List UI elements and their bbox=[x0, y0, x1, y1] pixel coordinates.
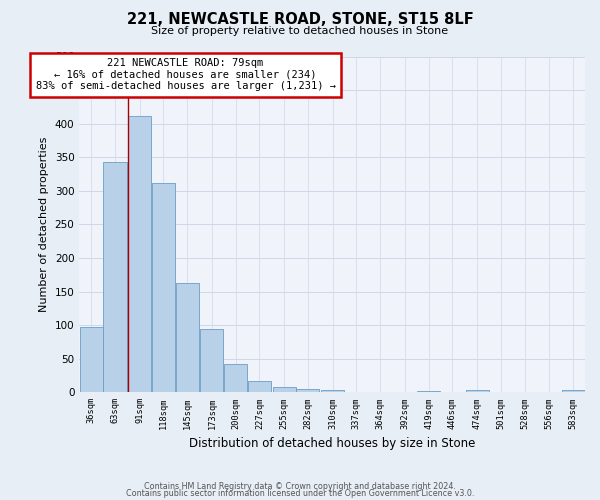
Text: 221, NEWCASTLE ROAD, STONE, ST15 8LF: 221, NEWCASTLE ROAD, STONE, ST15 8LF bbox=[127, 12, 473, 28]
Bar bbox=[321, 390, 344, 392]
Bar bbox=[562, 390, 584, 392]
Bar bbox=[128, 116, 151, 392]
Text: Size of property relative to detached houses in Stone: Size of property relative to detached ho… bbox=[151, 26, 449, 36]
Text: 221 NEWCASTLE ROAD: 79sqm
← 16% of detached houses are smaller (234)
83% of semi: 221 NEWCASTLE ROAD: 79sqm ← 16% of detac… bbox=[35, 58, 335, 92]
Bar bbox=[224, 364, 247, 392]
Bar bbox=[272, 387, 296, 392]
Bar bbox=[176, 283, 199, 393]
Bar bbox=[296, 389, 319, 392]
Bar bbox=[80, 327, 103, 392]
X-axis label: Distribution of detached houses by size in Stone: Distribution of detached houses by size … bbox=[189, 437, 475, 450]
Y-axis label: Number of detached properties: Number of detached properties bbox=[39, 136, 49, 312]
Bar bbox=[248, 381, 271, 392]
Text: Contains HM Land Registry data © Crown copyright and database right 2024.: Contains HM Land Registry data © Crown c… bbox=[144, 482, 456, 491]
Text: Contains public sector information licensed under the Open Government Licence v3: Contains public sector information licen… bbox=[126, 490, 474, 498]
Bar bbox=[417, 391, 440, 392]
Bar bbox=[466, 390, 488, 392]
Bar bbox=[103, 162, 127, 392]
Bar bbox=[200, 328, 223, 392]
Bar bbox=[152, 184, 175, 392]
